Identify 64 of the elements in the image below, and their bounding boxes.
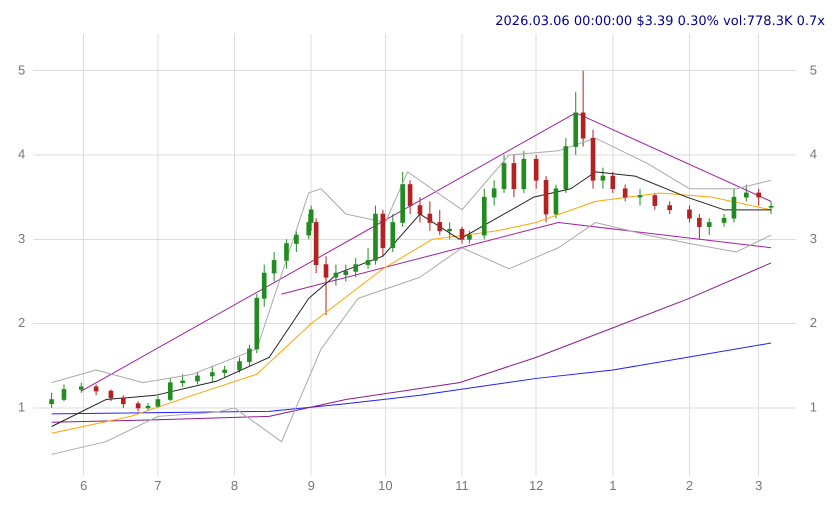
x-tick-label: 10 [378,478,393,493]
candlestick [722,214,726,228]
candlestick [62,384,66,402]
x-tick-label: 8 [230,478,238,493]
y-tick-label: 1 [18,400,26,415]
candlestick [428,200,432,232]
candlestick [437,209,442,236]
y-tick-label: 4 [18,146,26,162]
candlestick [294,230,299,252]
y2-tick-label: 5 [810,62,818,78]
candlestick [334,264,338,286]
candlestick [284,238,289,270]
candlestick [706,218,712,236]
y2-tick-label: 3 [810,230,818,246]
candlestick [324,256,328,316]
x-tick-label: 2 [686,478,694,493]
x-tick-label: 11 [455,478,469,493]
candlestick [353,257,358,278]
candlestick [168,378,173,402]
y2-tick-label: 4 [810,146,818,162]
x-tick-label: 7 [154,478,162,493]
candlestick [408,180,412,215]
candlestick [210,365,215,384]
candlestick [49,392,54,408]
candlestick [622,184,628,202]
candlestick [180,374,185,388]
candlestick [222,365,227,378]
candlestick [78,382,84,394]
candlestick [156,396,160,408]
candlestick [638,188,642,206]
candlestick [247,344,252,366]
x-tick-label: 3 [755,478,762,493]
candlestick [600,167,606,190]
candlestick [108,388,114,402]
y-tick-label: 2 [18,315,26,330]
y2-tick-label: 1 [810,400,818,415]
candlestick [492,180,496,206]
y-tick-label: 3 [18,230,26,246]
candlestick [652,192,658,210]
candlestick [136,400,140,412]
candlestick [272,251,276,282]
x-tick-label: 6 [80,478,88,493]
candlestick [343,264,348,282]
x-tick-label: 12 [528,478,544,493]
candlestick [768,200,774,215]
candlestick [732,188,736,223]
candlestick [120,394,126,408]
y-tick-label: 5 [18,62,26,78]
candlestick [697,214,702,240]
candlestick [610,171,616,194]
candlestick [195,372,200,385]
candlestick [237,356,242,374]
chart-title: 2026.03.06 00:00:00 $3.39 0.30% vol:778.3K 0.7x [495,14,826,30]
candlestick [534,154,539,190]
candlestick [460,226,464,244]
candlestick [418,196,422,223]
candlestick [366,247,370,270]
candlestick [744,184,749,202]
candlestick [687,205,692,223]
y2-tick-label: 2 [810,315,818,330]
x-tick-label: 1 [609,478,616,493]
candlestick [756,188,762,206]
x-tick-label: 9 [308,478,315,493]
candlestick [94,384,98,396]
